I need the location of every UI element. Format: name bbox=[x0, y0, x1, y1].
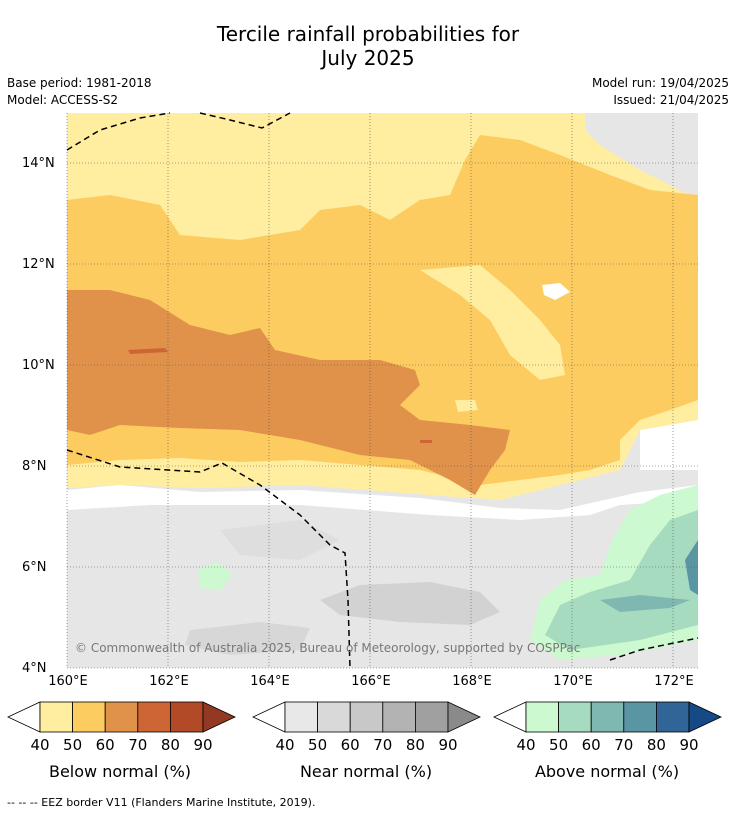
legend-swatch bbox=[72, 701, 106, 733]
graticule bbox=[66, 113, 698, 669]
above-normal-70-region bbox=[685, 540, 698, 595]
legend-tick-label: 70 bbox=[128, 736, 147, 754]
legend-extend-high bbox=[688, 701, 722, 733]
legend-tick-label: 60 bbox=[96, 736, 115, 754]
legend-extend-low bbox=[7, 701, 41, 733]
legend-tick-label: 70 bbox=[614, 736, 633, 754]
legend-tick-label: 50 bbox=[63, 736, 82, 754]
copyright-notice: © Commonwealth of Australia 2025, Bureau… bbox=[75, 641, 581, 655]
legend-tick-label: 90 bbox=[438, 736, 457, 754]
near-normal-50-patch bbox=[320, 582, 500, 625]
x-tick-label: 168°E bbox=[452, 674, 492, 689]
legend-tick-label: 90 bbox=[679, 736, 698, 754]
near-normal-45-patch bbox=[220, 520, 340, 560]
no-dominant-gap bbox=[67, 485, 698, 520]
map-title-line2: July 2025 bbox=[321, 46, 415, 70]
legend-label-below: Below normal (%) bbox=[48, 762, 192, 781]
legend-swatch bbox=[590, 701, 625, 733]
x-tick-label: 170°E bbox=[553, 674, 593, 689]
below-normal-50-region bbox=[605, 300, 698, 410]
y-tick-label: 4°N bbox=[22, 661, 47, 676]
near-normal-topright bbox=[585, 113, 698, 200]
legend-swatch bbox=[317, 701, 351, 733]
legend-swatch bbox=[623, 701, 657, 733]
legend-swatch bbox=[656, 701, 690, 733]
y-tick-label: 10°N bbox=[22, 358, 55, 373]
y-tick-label: 12°N bbox=[22, 257, 55, 272]
legend-swatch bbox=[39, 701, 73, 733]
legend-extend-low bbox=[493, 701, 527, 733]
below-normal-40-patch bbox=[455, 400, 478, 412]
legend-tick-label: 40 bbox=[275, 736, 294, 754]
above-normal-50-region bbox=[545, 510, 698, 650]
issued-date: Issued: 21/04/2025 bbox=[613, 93, 729, 107]
below-normal-70-patch bbox=[128, 348, 168, 354]
legend-extend-low bbox=[252, 701, 286, 733]
legend-swatch bbox=[137, 701, 171, 733]
no-dominant-gap bbox=[640, 420, 698, 470]
x-tick-label: 160°E bbox=[48, 674, 88, 689]
legend-swatch bbox=[104, 701, 139, 733]
base-period: Base period: 1981-2018 bbox=[7, 76, 152, 90]
x-tick-label: 172°E bbox=[654, 674, 694, 689]
legend-swatch bbox=[414, 701, 449, 733]
below-normal-40-patch bbox=[420, 265, 565, 380]
above-normal-60-region bbox=[600, 595, 690, 612]
y-tick-label: 6°N bbox=[22, 560, 47, 575]
below-normal-60-region bbox=[67, 290, 510, 495]
x-tick-label: 162°E bbox=[149, 674, 189, 689]
legend-tick-label: 60 bbox=[582, 736, 601, 754]
map-area bbox=[66, 112, 699, 669]
legend-tick-label: 70 bbox=[373, 736, 392, 754]
map-title-line1: Tercile rainfall probabilities for bbox=[216, 22, 520, 46]
y-tick-label: 14°N bbox=[22, 156, 55, 171]
above-normal-40-patch bbox=[198, 562, 232, 590]
legend-tick-label: 50 bbox=[549, 736, 568, 754]
legend-extend-high bbox=[202, 701, 236, 733]
legend-swatch bbox=[525, 701, 559, 733]
legend-above: 40 50 60 70 80 90 bbox=[493, 701, 722, 754]
eez-border bbox=[66, 112, 699, 669]
legend-label-near: Near normal (%) bbox=[299, 762, 433, 781]
model-run: Model run: 19/04/2025 bbox=[591, 76, 729, 90]
legend-near: 40 50 60 70 80 90 bbox=[252, 701, 481, 754]
legend-tick-label: 80 bbox=[647, 736, 666, 754]
legend-swatch bbox=[169, 701, 204, 733]
legend-tick-label: 90 bbox=[193, 736, 212, 754]
legend-tick-label: 60 bbox=[341, 736, 360, 754]
legend-label-above: Above normal (%) bbox=[534, 762, 680, 781]
legend-tick-label: 40 bbox=[30, 736, 49, 754]
legend-tick-label: 40 bbox=[516, 736, 535, 754]
legend-below: 40 50 60 70 80 90 bbox=[7, 701, 236, 754]
eez-footnote: -- -- -- EEZ border V11 (Flanders Marine… bbox=[7, 796, 316, 809]
legend-swatch bbox=[349, 701, 384, 733]
legend-swatch bbox=[382, 701, 416, 733]
legend-tick-label: 80 bbox=[406, 736, 425, 754]
x-tick-label: 164°E bbox=[250, 674, 290, 689]
near-normal-50-patch bbox=[185, 622, 310, 655]
model-name: Model: ACCESS-S2 bbox=[7, 93, 119, 107]
legend-colorbars: 40 50 60 70 80 90 40 50 60 70 80 90 40 50 60 70 80 90 bbox=[7, 701, 722, 754]
y-tick-label: 8°N bbox=[22, 459, 47, 474]
legend-swatch bbox=[284, 701, 318, 733]
legend-tick-label: 50 bbox=[308, 736, 327, 754]
legend-swatch bbox=[558, 701, 592, 733]
no-dominant-gap bbox=[542, 283, 570, 300]
below-normal-70-patch bbox=[420, 440, 432, 443]
legend-extend-high bbox=[447, 701, 481, 733]
x-tick-label: 166°E bbox=[351, 674, 391, 689]
legend-tick-label: 80 bbox=[161, 736, 180, 754]
